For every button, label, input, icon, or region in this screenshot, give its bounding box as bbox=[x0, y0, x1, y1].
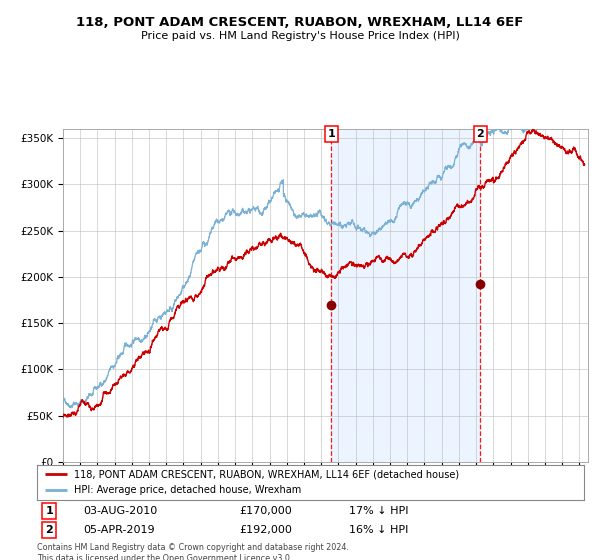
Text: Contains HM Land Registry data © Crown copyright and database right 2024.
This d: Contains HM Land Registry data © Crown c… bbox=[37, 543, 349, 560]
Text: 17% ↓ HPI: 17% ↓ HPI bbox=[349, 506, 409, 516]
Text: 1: 1 bbox=[46, 506, 53, 516]
Text: 2: 2 bbox=[46, 525, 53, 535]
Text: 05-APR-2019: 05-APR-2019 bbox=[84, 525, 155, 535]
Text: 03-AUG-2010: 03-AUG-2010 bbox=[84, 506, 158, 516]
Text: 16% ↓ HPI: 16% ↓ HPI bbox=[349, 525, 409, 535]
Text: 118, PONT ADAM CRESCENT, RUABON, WREXHAM, LL14 6EF: 118, PONT ADAM CRESCENT, RUABON, WREXHAM… bbox=[76, 16, 524, 29]
Text: Price paid vs. HM Land Registry's House Price Index (HPI): Price paid vs. HM Land Registry's House … bbox=[140, 31, 460, 41]
Text: £192,000: £192,000 bbox=[239, 525, 293, 535]
Bar bbox=[331, 129, 481, 462]
Text: HPI: Average price, detached house, Wrexham: HPI: Average price, detached house, Wrex… bbox=[74, 485, 302, 495]
Text: 1: 1 bbox=[328, 129, 335, 139]
Text: 118, PONT ADAM CRESCENT, RUABON, WREXHAM, LL14 6EF (detached house): 118, PONT ADAM CRESCENT, RUABON, WREXHAM… bbox=[74, 469, 460, 479]
Text: 2: 2 bbox=[476, 129, 484, 139]
Text: £170,000: £170,000 bbox=[239, 506, 292, 516]
